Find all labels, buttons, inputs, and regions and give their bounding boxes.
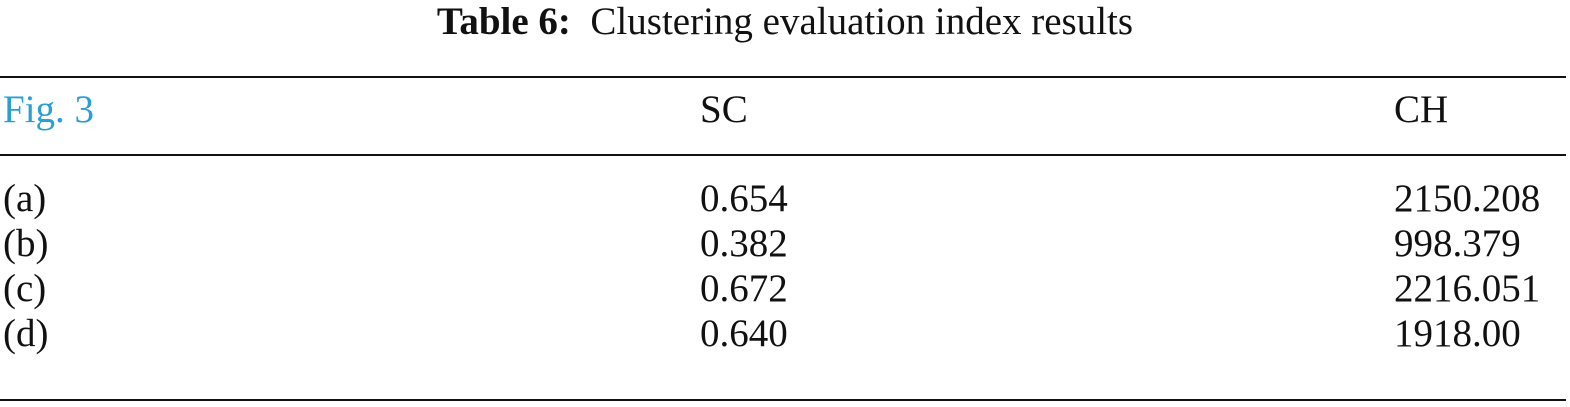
table-cell: 0.382 (700, 222, 788, 265)
table-cell: 0.654 (700, 177, 788, 220)
caption-label: Table 6: (436, 0, 571, 43)
table-cell: 2150.208 (1394, 177, 1541, 220)
header-cell: CH (1394, 88, 1449, 131)
table-cell: (b) (3, 222, 49, 265)
header-cell: SC (700, 88, 748, 131)
table-cell: (c) (3, 267, 47, 310)
table-cell: 998.379 (1394, 222, 1521, 265)
top-rule (0, 76, 1566, 78)
table-caption: Table 6: Clustering evaluation index res… (0, 0, 1570, 44)
table-cell: 0.672 (700, 267, 788, 310)
table-cell: 0.640 (700, 312, 788, 355)
caption-text: Clustering evaluation index results (590, 0, 1134, 43)
table-cell: (a) (3, 177, 47, 220)
bottom-rule (0, 399, 1566, 401)
table-cell: (d) (3, 312, 49, 355)
table-cell: 2216.051 (1394, 267, 1541, 310)
header-cell[interactable]: Fig. 3 (3, 88, 95, 131)
table-cell: 1918.00 (1394, 312, 1521, 355)
mid-rule (0, 154, 1566, 156)
